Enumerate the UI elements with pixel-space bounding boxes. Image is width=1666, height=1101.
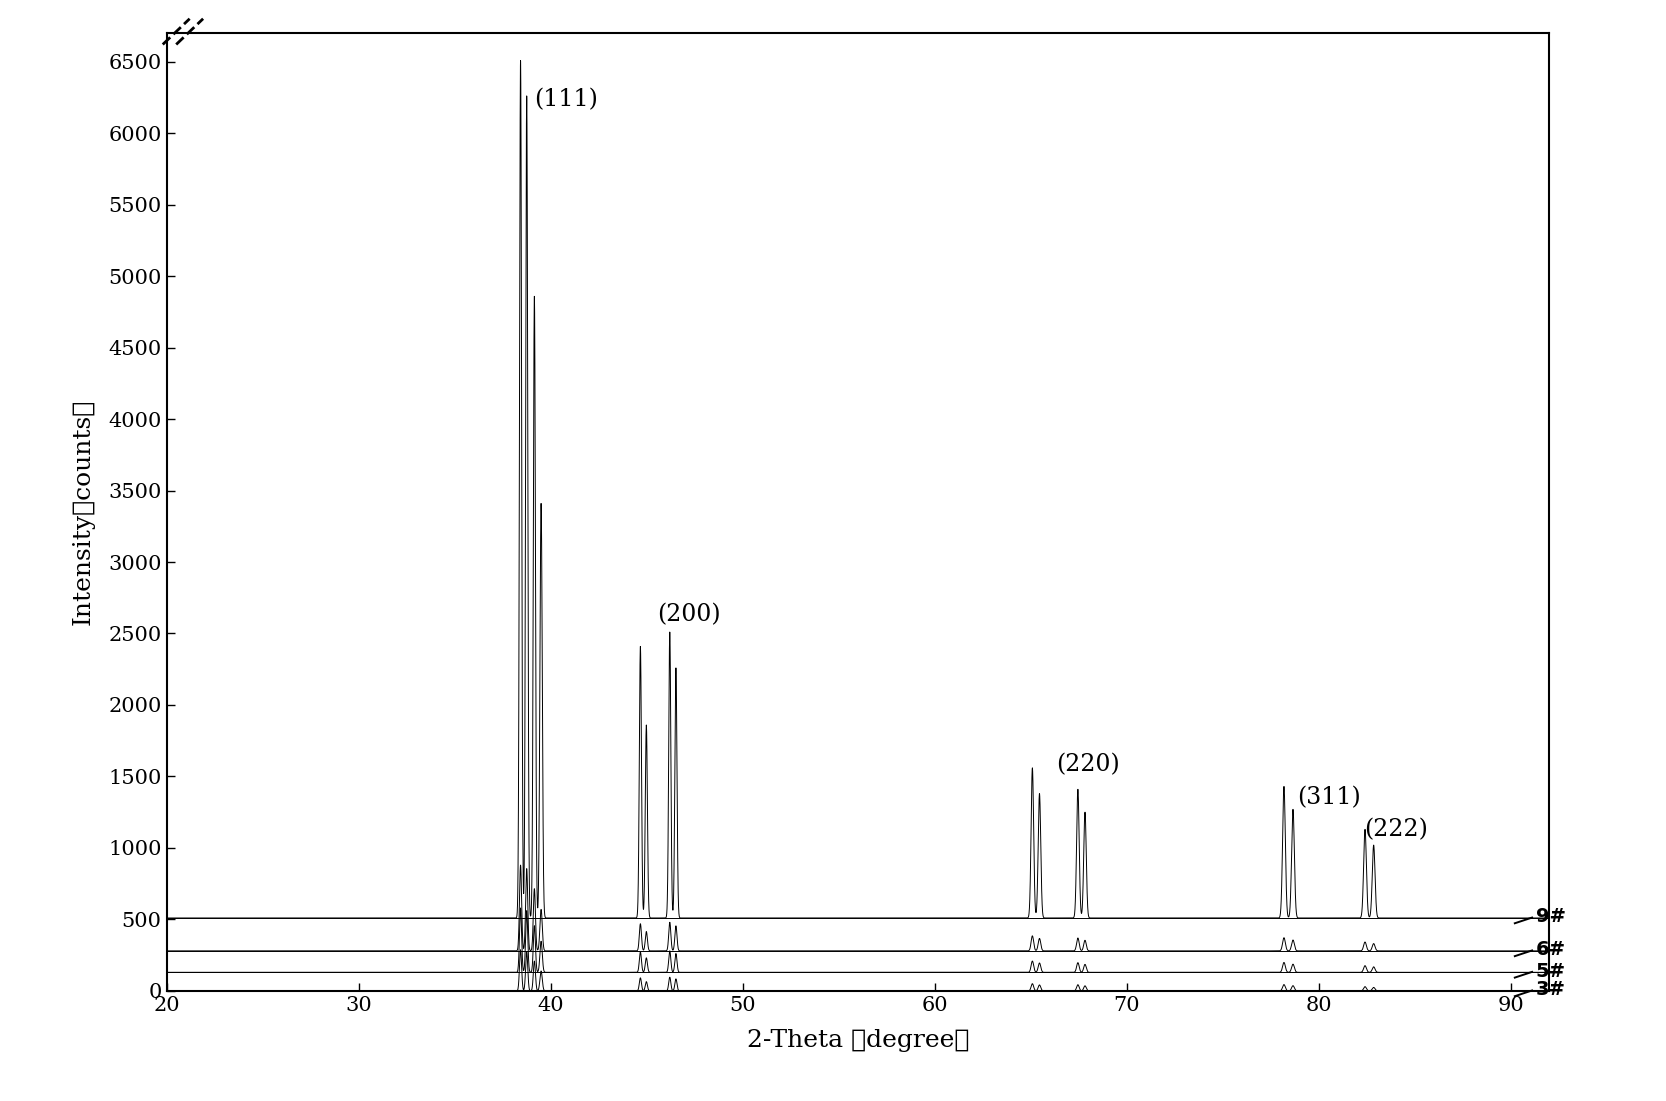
Text: (220): (220)	[1056, 753, 1120, 776]
Text: 3#: 3#	[1536, 980, 1566, 1000]
Y-axis label: Intensity（counts）: Intensity（counts）	[72, 399, 95, 625]
Text: (111): (111)	[535, 89, 598, 111]
Text: 5#: 5#	[1536, 961, 1566, 981]
Text: 6#: 6#	[1536, 940, 1566, 959]
Text: (311): (311)	[1296, 786, 1361, 809]
Text: 9#: 9#	[1536, 907, 1566, 926]
Text: (222): (222)	[1364, 818, 1428, 841]
X-axis label: 2-Theta （degree）: 2-Theta （degree）	[746, 1028, 970, 1051]
Text: (200): (200)	[656, 603, 721, 626]
